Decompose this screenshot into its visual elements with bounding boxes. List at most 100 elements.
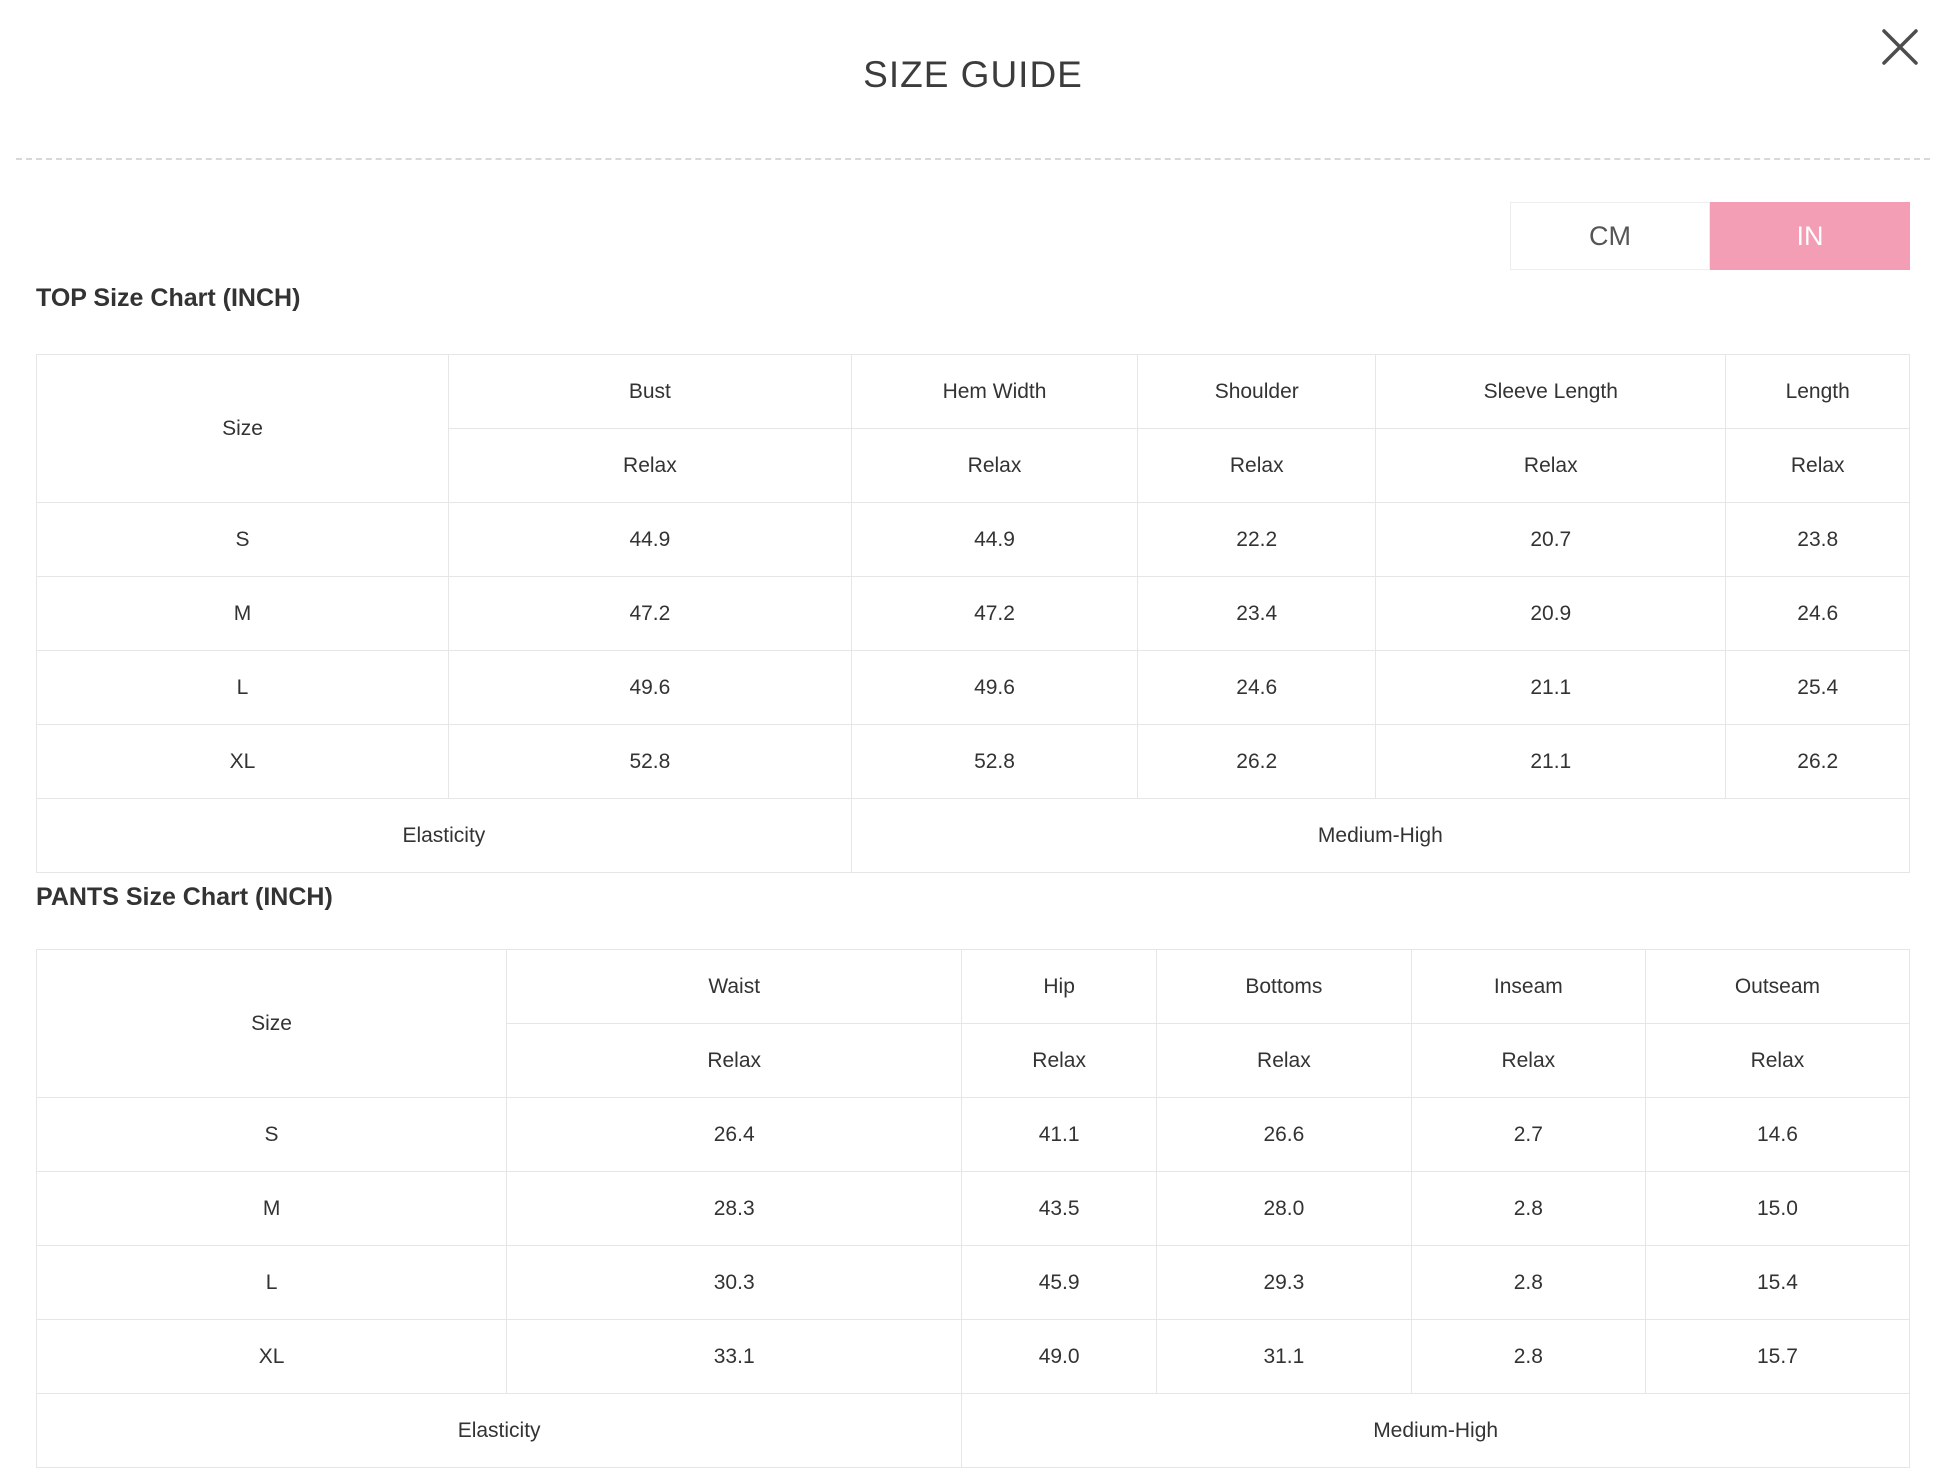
pants-subheader-relax: Relax (506, 1023, 963, 1098)
page-title: SIZE GUIDE (863, 54, 1083, 95)
value-cell: 43.5 (961, 1171, 1158, 1246)
pants-column-header-inseam: Inseam (1410, 949, 1646, 1024)
table-row: XL 33.1 49.0 31.1 2.8 15.7 (35, 1319, 1911, 1394)
value-cell: 2.8 (1410, 1319, 1646, 1394)
close-icon (1882, 28, 1918, 65)
value-cell: 26.4 (506, 1097, 963, 1172)
size-cell: M (35, 1171, 508, 1246)
size-cell: XL (35, 1319, 508, 1394)
top-subheader-relax: Relax (448, 428, 852, 503)
unit-in-button[interactable]: IN (1710, 202, 1910, 270)
unit-cm-button[interactable]: CM (1510, 202, 1710, 270)
pants-column-header-outseam: Outseam (1644, 949, 1911, 1024)
value-cell: 26.2 (1137, 724, 1377, 799)
value-cell: 15.0 (1644, 1171, 1911, 1246)
value-cell: 2.8 (1410, 1245, 1646, 1320)
value-cell: 26.2 (1725, 724, 1910, 799)
value-cell: 41.1 (961, 1097, 1158, 1172)
value-cell: 31.1 (1156, 1319, 1412, 1394)
top-column-header-sleeve-length: Sleeve Length (1375, 354, 1727, 429)
elasticity-row: Elasticity Medium-High (35, 1393, 1910, 1468)
modal-content: CM IN TOP Size Chart (INCH) Size Bust He… (0, 202, 1946, 1468)
value-cell: 15.4 (1644, 1245, 1911, 1320)
value-cell: 26.6 (1156, 1097, 1412, 1172)
value-cell: 49.6 (850, 650, 1139, 725)
unit-toggle-row: CM IN (36, 202, 1910, 270)
value-cell: 29.3 (1156, 1245, 1412, 1320)
pants-column-header-hip: Hip (961, 949, 1158, 1024)
value-cell: 22.2 (1137, 502, 1377, 577)
top-subheader-relax: Relax (1375, 428, 1727, 503)
value-cell: 2.8 (1410, 1171, 1646, 1246)
pants-subheader-relax: Relax (1644, 1023, 1911, 1098)
elasticity-label: Elasticity (35, 1393, 963, 1468)
close-button[interactable] (1876, 24, 1924, 72)
size-cell: XL (35, 724, 450, 799)
top-column-header-bust: Bust (448, 354, 852, 429)
elasticity-label: Elasticity (36, 798, 852, 873)
pants-subheader-row: Relax Relax Relax Relax Relax (37, 1023, 1911, 1098)
value-cell: 28.0 (1156, 1171, 1412, 1246)
table-row: L 30.3 45.9 29.3 2.8 15.4 (35, 1245, 1911, 1320)
value-cell: 33.1 (506, 1319, 963, 1394)
pants-header-row: Size Waist Hip Bottoms Inseam Outseam (35, 949, 1911, 1098)
modal-header: SIZE GUIDE (0, 0, 1946, 158)
value-cell: 52.8 (850, 724, 1139, 799)
value-cell: 2.7 (1410, 1097, 1646, 1172)
value-cell: 45.9 (961, 1245, 1158, 1320)
size-cell: S (35, 1097, 508, 1172)
value-cell: 44.9 (448, 502, 852, 577)
value-cell: 21.1 (1375, 650, 1727, 725)
size-cell: M (35, 576, 450, 651)
value-cell: 47.2 (448, 576, 852, 651)
value-cell: 23.8 (1725, 502, 1910, 577)
value-cell: 20.7 (1375, 502, 1727, 577)
table-row: S 44.9 44.9 22.2 20.7 23.8 (35, 502, 1910, 577)
pants-size-table: Size Waist Hip Bottoms Inseam Outseam Re… (35, 949, 1911, 1468)
size-cell: L (35, 1245, 508, 1320)
table-row: S 26.4 41.1 26.6 2.7 14.6 (35, 1097, 1911, 1172)
table-row: M 28.3 43.5 28.0 2.8 15.0 (35, 1171, 1911, 1246)
table-row: M 47.2 47.2 23.4 20.9 24.6 (35, 576, 1910, 651)
top-subheader-relax: Relax (1725, 428, 1910, 503)
top-subheader-relax: Relax (850, 428, 1139, 503)
value-cell: 25.4 (1725, 650, 1910, 725)
top-size-column-header: Size (35, 354, 450, 503)
top-chart-heading: TOP Size Chart (INCH) (36, 284, 301, 312)
value-cell: 24.6 (1725, 576, 1910, 651)
value-cell: 49.6 (448, 650, 852, 725)
top-subheader-row: Relax Relax Relax Relax Relax (37, 428, 1910, 503)
value-cell: 20.9 (1375, 576, 1727, 651)
table-row: L 49.6 49.6 24.6 21.1 25.4 (35, 650, 1910, 725)
elasticity-value: Medium-High (850, 798, 1911, 873)
value-cell: 52.8 (448, 724, 852, 799)
value-cell: 44.9 (850, 502, 1139, 577)
value-cell: 30.3 (506, 1245, 963, 1320)
pants-column-header-bottoms: Bottoms (1156, 949, 1412, 1024)
top-column-header-shoulder: Shoulder (1137, 354, 1377, 429)
dashed-divider (16, 158, 1930, 160)
top-size-table: Size Bust Hem Width Shoulder Sleeve Leng… (35, 354, 1911, 873)
unit-toggle: CM IN (1510, 202, 1910, 270)
top-subheader-relax: Relax (1137, 428, 1377, 503)
value-cell: 49.0 (961, 1319, 1158, 1394)
top-column-header-length: Length (1725, 354, 1910, 429)
table-row: XL 52.8 52.8 26.2 21.1 26.2 (35, 724, 1910, 799)
value-cell: 24.6 (1137, 650, 1377, 725)
value-cell: 28.3 (506, 1171, 963, 1246)
elasticity-value: Medium-High (961, 1393, 1910, 1468)
pants-subheader-relax: Relax (1410, 1023, 1646, 1098)
value-cell: 14.6 (1644, 1097, 1911, 1172)
value-cell: 21.1 (1375, 724, 1727, 799)
size-cell: L (35, 650, 450, 725)
pants-column-header-waist: Waist (506, 949, 963, 1024)
pants-size-column-header: Size (35, 949, 508, 1098)
value-cell: 47.2 (850, 576, 1139, 651)
top-column-header-hem-width: Hem Width (850, 354, 1139, 429)
pants-subheader-relax: Relax (1156, 1023, 1412, 1098)
value-cell: 15.7 (1644, 1319, 1911, 1394)
elasticity-row: Elasticity Medium-High (36, 798, 1911, 873)
value-cell: 23.4 (1137, 576, 1377, 651)
pants-subheader-relax: Relax (961, 1023, 1158, 1098)
